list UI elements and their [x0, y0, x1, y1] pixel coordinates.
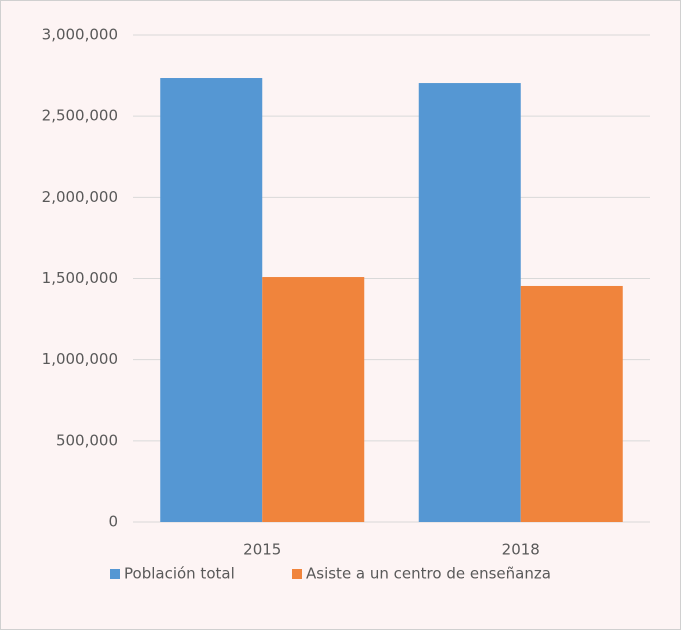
- y-tick-label: 3,000,000: [42, 26, 118, 44]
- legend-label: Asiste a un centro de enseñanza: [306, 565, 551, 583]
- x-tick-label: 2018: [502, 541, 540, 559]
- legend-swatch: [110, 569, 120, 579]
- legend-swatch: [292, 569, 302, 579]
- bar: [520, 285, 623, 522]
- y-tick-label: 1,500,000: [42, 269, 118, 287]
- bar: [262, 277, 365, 522]
- bar: [160, 78, 263, 522]
- y-tick-label: 0: [108, 513, 118, 531]
- y-tick-label: 500,000: [56, 431, 118, 449]
- bar: [418, 83, 521, 523]
- x-tick-label: 2015: [243, 541, 281, 559]
- y-tick-label: 2,500,000: [42, 107, 118, 125]
- y-tick-label: 2,000,000: [42, 188, 118, 206]
- y-tick-label: 1,000,000: [42, 350, 118, 368]
- legend-label: Población total: [124, 565, 235, 583]
